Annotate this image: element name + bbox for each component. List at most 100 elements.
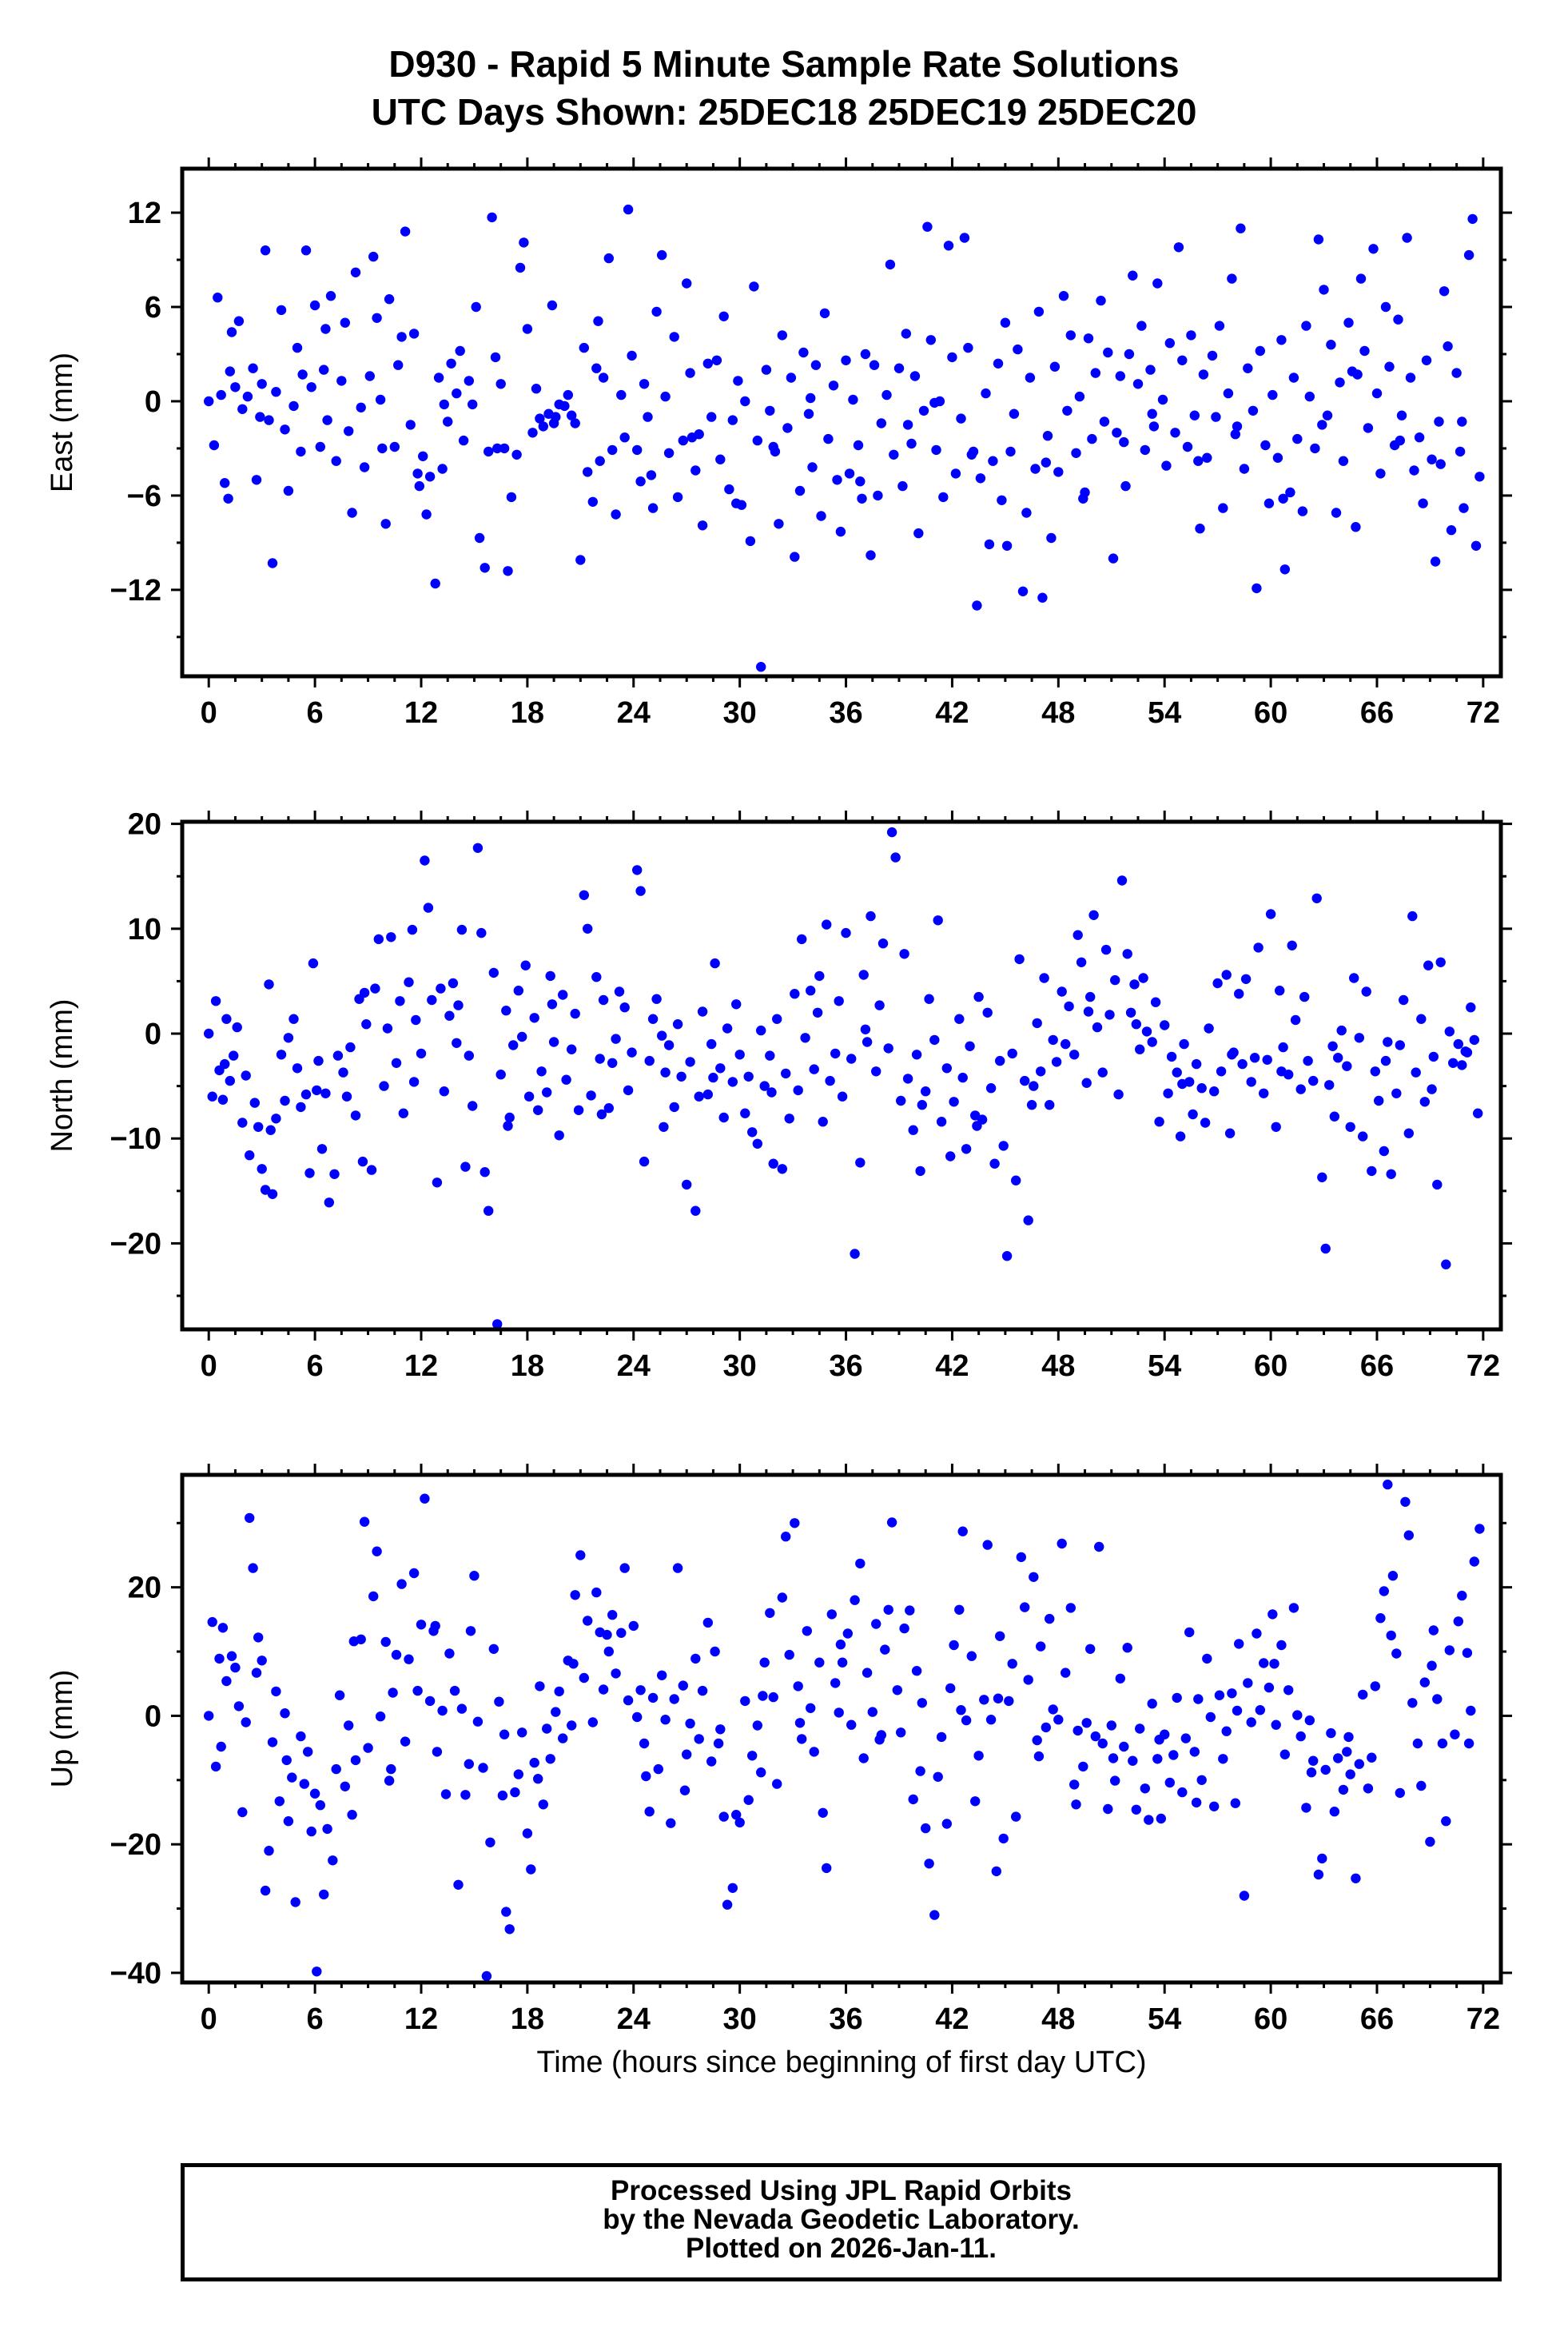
data-point <box>1352 369 1363 380</box>
data-point <box>312 1966 322 1977</box>
data-point <box>690 1205 701 1216</box>
x-tick-label: 0 <box>201 696 217 730</box>
data-point <box>635 886 646 896</box>
data-point <box>495 379 506 389</box>
data-point <box>248 1563 258 1573</box>
data-point <box>1272 452 1283 463</box>
data-point <box>806 1703 816 1713</box>
data-point <box>315 441 325 452</box>
data-point <box>420 855 430 866</box>
data-point <box>1349 973 1359 983</box>
data-point <box>336 376 347 386</box>
data-point <box>727 415 738 425</box>
data-point <box>966 449 977 460</box>
data-point <box>880 1644 890 1655</box>
data-point <box>841 355 851 365</box>
data-point <box>702 1089 713 1100</box>
data-point <box>1249 1053 1260 1063</box>
data-point <box>924 1859 934 1869</box>
data-point <box>758 1691 768 1701</box>
data-point <box>522 324 533 334</box>
data-point <box>1103 1803 1113 1815</box>
data-point <box>533 1105 543 1116</box>
data-point <box>878 938 889 949</box>
data-point <box>1090 368 1101 378</box>
data-point <box>659 1122 669 1133</box>
data-point <box>1096 295 1106 306</box>
data-point <box>322 415 332 425</box>
data-point <box>607 444 618 456</box>
data-point <box>1326 340 1336 350</box>
data-point <box>949 1097 959 1107</box>
x-tick-label: 66 <box>1360 2002 1394 2036</box>
data-point <box>1116 875 1128 886</box>
data-point <box>400 1736 411 1747</box>
data-points <box>204 204 1485 672</box>
data-point <box>207 1616 217 1628</box>
data-point <box>499 443 510 454</box>
data-point <box>1387 1571 1399 1581</box>
data-point <box>966 1651 977 1661</box>
data-point <box>391 1649 402 1660</box>
data-point <box>1150 997 1161 1007</box>
data-point <box>465 1626 476 1636</box>
data-point <box>984 539 995 550</box>
data-point <box>938 492 949 503</box>
data-point <box>504 1924 515 1935</box>
data-point <box>913 528 924 539</box>
data-point <box>313 1055 324 1066</box>
data-point <box>1001 540 1013 551</box>
data-point <box>568 1659 579 1669</box>
data-point <box>825 1075 835 1086</box>
data-point <box>391 1058 402 1069</box>
data-point <box>1333 1053 1343 1063</box>
data-point <box>1113 1089 1124 1100</box>
data-point <box>873 490 883 501</box>
data-point <box>963 342 973 353</box>
data-point <box>814 1657 825 1668</box>
data-point <box>529 1013 539 1023</box>
x-tick-label: 6 <box>307 696 324 730</box>
data-point <box>245 1512 255 1524</box>
data-point <box>1065 1603 1077 1613</box>
data-point <box>657 1030 667 1041</box>
data-point <box>1080 487 1090 498</box>
data-point <box>245 1150 255 1161</box>
data-point <box>1069 1779 1080 1790</box>
data-point <box>1418 498 1428 508</box>
data-point <box>517 1727 527 1738</box>
data-point <box>911 1666 922 1676</box>
data-point <box>954 1604 965 1616</box>
data-point <box>929 1910 940 1920</box>
data-point <box>718 1811 729 1822</box>
data-point <box>672 1019 683 1030</box>
data-point <box>226 327 237 337</box>
data-point <box>902 420 913 430</box>
data-point <box>1221 970 1232 980</box>
data-point <box>368 1591 379 1602</box>
data-point <box>1427 1660 1437 1671</box>
x-tick-label: 18 <box>511 1349 544 1383</box>
data-point <box>1179 1038 1189 1050</box>
data-point <box>1243 1678 1253 1688</box>
data-point <box>936 1117 947 1127</box>
data-point <box>660 1715 671 1725</box>
data-point <box>338 1067 348 1078</box>
data-point <box>855 476 866 487</box>
data-point <box>503 566 513 576</box>
data-point <box>710 1646 720 1657</box>
data-point <box>424 472 436 482</box>
data-point <box>1400 1496 1411 1508</box>
data-point <box>619 1002 630 1013</box>
data-point <box>1184 1627 1195 1638</box>
data-point <box>1259 1088 1269 1099</box>
data-point <box>982 1540 993 1550</box>
data-point <box>1175 1131 1186 1142</box>
data-point <box>1375 468 1386 479</box>
data-point <box>818 1117 828 1127</box>
data-point <box>359 462 370 472</box>
footer-line-3: Plotted on 2026-Jan-11. <box>685 2233 997 2264</box>
data-point <box>747 1751 758 1761</box>
data-point <box>765 1608 775 1619</box>
data-point <box>575 555 586 565</box>
